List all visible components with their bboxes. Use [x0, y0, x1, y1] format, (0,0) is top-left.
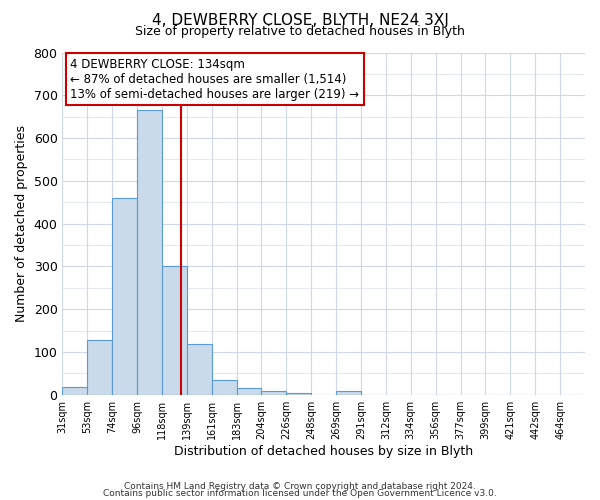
Text: 4, DEWBERRY CLOSE, BLYTH, NE24 3XJ: 4, DEWBERRY CLOSE, BLYTH, NE24 3XJ	[152, 12, 448, 28]
Bar	[162, 266, 187, 394]
Bar	[62, 387, 88, 394]
Text: 4 DEWBERRY CLOSE: 134sqm
← 87% of detached houses are smaller (1,514)
13% of sem: 4 DEWBERRY CLOSE: 134sqm ← 87% of detach…	[70, 58, 359, 100]
Y-axis label: Number of detached properties: Number of detached properties	[15, 125, 28, 322]
Bar	[212, 380, 236, 394]
X-axis label: Distribution of detached houses by size in Blyth: Distribution of detached houses by size …	[174, 444, 473, 458]
Bar	[187, 344, 212, 395]
Bar	[286, 393, 311, 394]
Bar	[236, 388, 262, 394]
Bar	[262, 392, 286, 394]
Text: Size of property relative to detached houses in Blyth: Size of property relative to detached ho…	[135, 25, 465, 38]
Text: Contains HM Land Registry data © Crown copyright and database right 2024.: Contains HM Land Registry data © Crown c…	[124, 482, 476, 491]
Bar	[336, 392, 361, 394]
Bar	[88, 340, 112, 394]
Bar	[137, 110, 162, 395]
Bar	[112, 198, 137, 394]
Text: Contains public sector information licensed under the Open Government Licence v3: Contains public sector information licen…	[103, 490, 497, 498]
